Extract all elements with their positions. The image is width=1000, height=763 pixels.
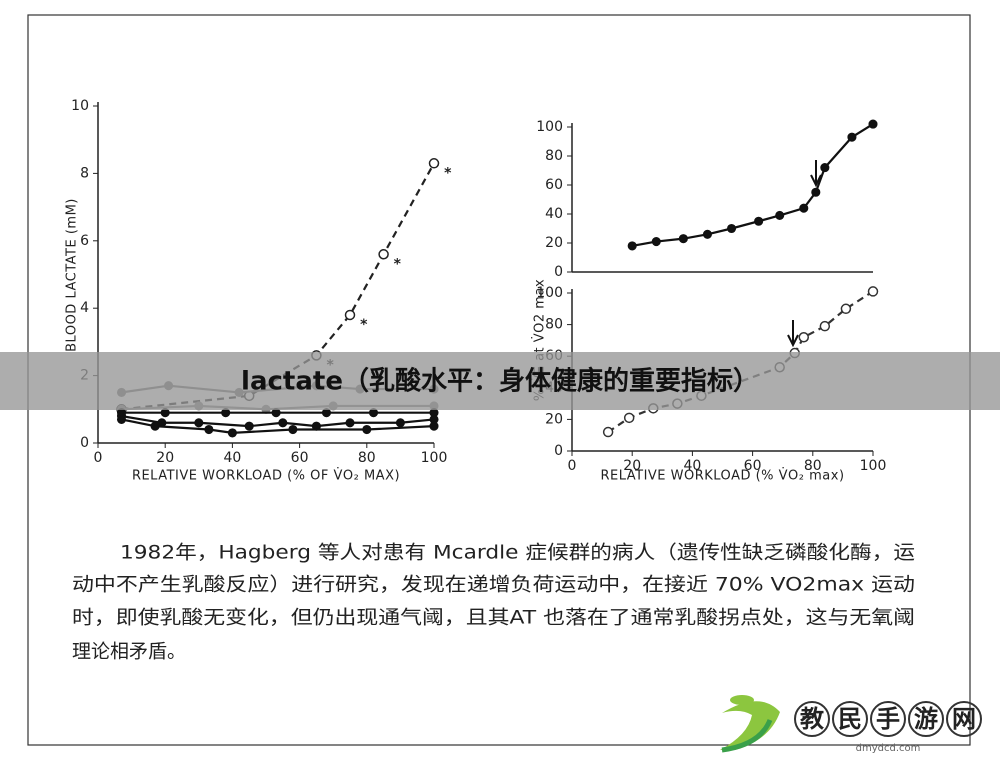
y-tick-label: 60 bbox=[545, 177, 563, 193]
x-tick-label: 60 bbox=[744, 458, 762, 474]
y-tick-label: 8 bbox=[80, 165, 89, 181]
y-tick-label: 20 bbox=[545, 411, 563, 427]
y-tick-label: 100 bbox=[536, 285, 563, 301]
data-point bbox=[221, 408, 231, 418]
logo bbox=[720, 695, 982, 753]
data-point bbox=[627, 241, 637, 251]
y-tick-label: 100 bbox=[536, 119, 563, 135]
x-tick-label: 0 bbox=[94, 450, 103, 466]
data-point bbox=[428, 158, 440, 169]
data-point bbox=[754, 216, 764, 226]
y-axis-label: BLOOD LACTATE (mM) bbox=[65, 198, 80, 352]
paragraph-line: 1982年，Hagberg 等人对患有 Mcardle 症候群的病人（遗传性缺乏… bbox=[120, 542, 915, 564]
series-line bbox=[121, 162, 435, 411]
data-point bbox=[244, 421, 254, 431]
charts: 0246810020406080100RELATIVE WORKLOAD (% … bbox=[65, 98, 887, 484]
x-tick-label: 40 bbox=[223, 450, 241, 466]
x-tick-label: 80 bbox=[358, 450, 376, 466]
data-point bbox=[726, 223, 737, 234]
data-point bbox=[278, 418, 288, 428]
data-point bbox=[204, 424, 214, 435]
data-point bbox=[678, 234, 688, 244]
x-tick-label: 20 bbox=[623, 458, 641, 474]
arrow bbox=[787, 320, 799, 348]
x-tick-label: 60 bbox=[291, 450, 309, 466]
data-point bbox=[799, 203, 809, 213]
data-point bbox=[362, 424, 372, 435]
data-point bbox=[227, 428, 237, 438]
data-point bbox=[344, 309, 356, 321]
data-point bbox=[345, 418, 355, 428]
banner bbox=[0, 352, 1000, 410]
data-point bbox=[623, 412, 635, 424]
x-tick-label: 20 bbox=[156, 450, 174, 466]
data-point bbox=[798, 331, 810, 343]
y-tick-label: 40 bbox=[545, 206, 563, 222]
paragraph-line: 动中不产生乳酸反应）进行研究，发现在递增负荷运动中，在接近 70% VO2max… bbox=[72, 574, 915, 596]
x-tick-label: 80 bbox=[804, 458, 822, 474]
x-tick-label: 100 bbox=[860, 458, 887, 474]
paragraph-line: 理论相矛盾。 bbox=[72, 641, 186, 663]
data-point bbox=[820, 163, 830, 173]
arrow bbox=[810, 160, 822, 188]
data-point bbox=[867, 286, 879, 297]
data-point bbox=[868, 119, 878, 129]
y-tick-label: 6 bbox=[80, 233, 89, 249]
data-point bbox=[840, 303, 852, 315]
y-tick-label: 80 bbox=[545, 148, 563, 164]
y-tick-label: 10 bbox=[71, 98, 89, 114]
x-tick-label: 0 bbox=[568, 458, 577, 474]
y-tick-label: 20 bbox=[545, 235, 563, 251]
data-point bbox=[288, 424, 298, 435]
data-point bbox=[378, 249, 389, 260]
y-tick-label: 4 bbox=[80, 300, 89, 316]
banner-title: lactate（乳酸水平：身体健康的重要指标） bbox=[241, 366, 759, 397]
watermark-url: dmydcd.com bbox=[856, 743, 921, 754]
data-point bbox=[321, 408, 332, 418]
data-point bbox=[395, 418, 405, 428]
data-point bbox=[602, 426, 614, 438]
y-tick-label: 0 bbox=[554, 264, 563, 280]
data-point bbox=[775, 210, 785, 220]
paragraph: 1982年，Hagberg 等人对患有 Mcardle 症候群的病人（遗传性缺乏… bbox=[72, 542, 915, 663]
y-tick-label: 0 bbox=[554, 443, 563, 459]
data-point bbox=[819, 320, 831, 332]
data-point bbox=[429, 421, 439, 431]
y-tick-label: 80 bbox=[545, 317, 563, 333]
annotation: * bbox=[360, 317, 368, 333]
x-axis-label: RELATIVE WORKLOAD (% OF V̇O₂ MAX) bbox=[132, 468, 400, 483]
data-point bbox=[847, 132, 857, 142]
data-point bbox=[194, 418, 204, 428]
x-tick-label: 40 bbox=[683, 458, 701, 474]
data-point bbox=[150, 421, 160, 431]
data-point bbox=[702, 229, 713, 239]
data-point bbox=[811, 187, 821, 197]
paragraph-line: 时，即使乳酸无变化，但仍出现通气阈，且其AT 也落在了通常乳酸拐点处，这与无氧阈 bbox=[72, 607, 915, 629]
data-point bbox=[651, 237, 661, 247]
data-point bbox=[368, 408, 379, 418]
data-point bbox=[116, 414, 127, 424]
x-tick-label: 100 bbox=[421, 450, 448, 466]
x-axis-label: RELATIVE WORKLOAD (% V̇O₂ max) bbox=[600, 468, 844, 483]
data-point bbox=[271, 408, 281, 418]
data-point bbox=[160, 408, 170, 418]
annotation: * bbox=[444, 165, 452, 181]
y-tick-label: 0 bbox=[80, 435, 89, 451]
annotation: * bbox=[394, 256, 402, 272]
